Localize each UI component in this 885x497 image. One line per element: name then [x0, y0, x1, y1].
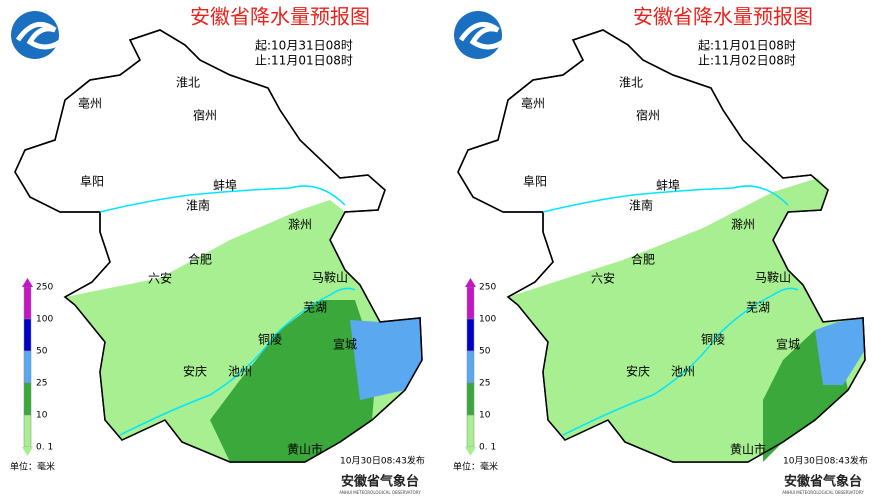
city-label: 合肥 — [188, 252, 212, 267]
city-label: 宣城 — [333, 337, 357, 352]
city-label: 铜陵 — [701, 332, 725, 347]
river — [119, 287, 356, 436]
legend-swatch — [23, 286, 32, 320]
city-label: 芜湖 — [746, 300, 770, 315]
legend-label: 50 — [36, 347, 48, 357]
logo-swirl — [15, 21, 62, 50]
publisher-en: ANHUI METEOROLOGICAL OBSERVATORY — [782, 490, 864, 495]
legend-swatch — [466, 286, 475, 320]
city-label: 亳州 — [78, 96, 102, 111]
legend-label: 50 — [479, 347, 491, 357]
publisher-en: ANHUI METEOROLOGICAL OBSERVATORY — [339, 490, 421, 495]
city-label: 宿州 — [636, 108, 660, 123]
period-start: 起:10月31日08时 — [255, 39, 353, 53]
legend-label: 25 — [36, 379, 47, 389]
city-label: 黄山市 — [730, 442, 766, 457]
city-label: 亳州 — [521, 96, 545, 111]
city-label: 蚌埠 — [213, 179, 237, 193]
river — [99, 185, 346, 213]
rain-heavy — [815, 318, 865, 385]
city-label: 六安 — [148, 271, 172, 286]
city-label: 六安 — [591, 271, 615, 286]
publisher: 安徽省气象台 — [784, 474, 862, 490]
legend-label: 10 — [479, 411, 491, 421]
issued: 10月30日08:43发布 — [340, 455, 425, 467]
city-label: 宣城 — [776, 337, 800, 352]
city-label: 淮北 — [619, 76, 643, 90]
legend-unit: 单位：毫米 — [453, 461, 498, 473]
city-label: 马鞍山 — [755, 270, 791, 285]
period-end: 止:11月01日08时 — [255, 54, 353, 68]
legend-swatch — [23, 318, 32, 352]
city-label: 淮南 — [186, 198, 210, 213]
city-label: 淮南 — [629, 198, 653, 213]
city-label: 安庆 — [626, 364, 650, 379]
city-label: 淮北 — [176, 76, 200, 90]
city-label: 芜湖 — [303, 300, 327, 315]
legend-swatch — [466, 382, 475, 416]
legend-label: 250 — [36, 283, 53, 293]
legend-label: 100 — [479, 315, 496, 325]
province-border — [457, 29, 866, 463]
logo-swirl — [458, 21, 505, 50]
legend-label: 25 — [479, 379, 490, 389]
legend-swatch — [23, 414, 32, 448]
legend-swatch — [23, 350, 32, 384]
city-label: 马鞍山 — [312, 270, 348, 285]
province-border — [14, 29, 423, 463]
period-end: 止:11月02日08时 — [698, 54, 796, 68]
legend-swatch — [466, 414, 475, 448]
legend-label: 10 — [36, 411, 48, 421]
city-label: 滁州 — [288, 217, 312, 232]
legend-label: 0. 1 — [36, 443, 53, 453]
legend-arrow — [465, 278, 476, 287]
city-label: 安庆 — [183, 364, 207, 379]
legend-arrow — [22, 447, 33, 456]
map-title: 安徽省降水量预报图 — [190, 5, 370, 29]
city-label: 池州 — [671, 365, 695, 379]
city-label: 合肥 — [631, 252, 655, 267]
legend-arrow — [465, 447, 476, 456]
city-label: 黄山市 — [287, 442, 323, 457]
legend-swatch — [466, 350, 475, 384]
rain-heavy — [350, 318, 422, 400]
legend-label: 0. 1 — [479, 443, 496, 453]
publisher: 安徽省气象台 — [341, 474, 419, 490]
legend-swatch — [23, 382, 32, 416]
period-start: 起:11月01日08时 — [698, 39, 796, 53]
city-label: 宿州 — [193, 108, 217, 123]
legend-label: 250 — [479, 283, 496, 293]
rain-moderate — [210, 300, 380, 462]
map-title: 安徽省降水量预报图 — [633, 5, 813, 29]
city-label: 滁州 — [731, 217, 755, 232]
river — [562, 287, 799, 436]
legend-unit: 单位：毫米 — [10, 461, 55, 473]
city-label: 池州 — [228, 365, 252, 379]
legend-label: 100 — [36, 315, 53, 325]
city-label: 阜阳 — [80, 175, 104, 189]
issued: 10月30日08:43发布 — [783, 455, 868, 467]
legend-arrow — [22, 278, 33, 287]
city-label: 阜阳 — [523, 175, 547, 189]
legend-swatch — [466, 318, 475, 352]
city-label: 铜陵 — [258, 332, 282, 347]
river — [542, 185, 789, 213]
city-label: 蚌埠 — [656, 179, 680, 193]
